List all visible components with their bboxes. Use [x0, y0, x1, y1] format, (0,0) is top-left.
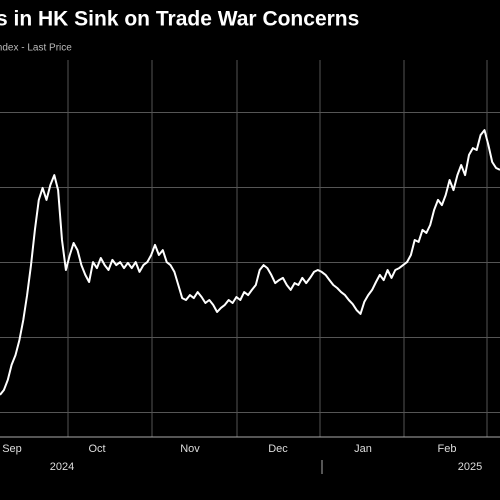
x-tick-label: Sep: [2, 443, 22, 455]
chart-title: s in HK Sink on Trade War Concerns: [0, 8, 359, 31]
x-tick-label: Oct: [88, 443, 105, 455]
chart-subtitle: Index - Last Price: [0, 43, 72, 54]
x-tick-label: Jan: [354, 443, 372, 455]
x-tick-label: Feb: [438, 443, 457, 455]
year-label: 2025: [458, 461, 482, 473]
vertical-grid: [67, 60, 488, 437]
x-tick-label: Nov: [180, 443, 200, 455]
year-label: 2024: [50, 461, 74, 473]
x-tick-label: Dec: [268, 443, 288, 455]
price-line: [0, 129, 500, 396]
